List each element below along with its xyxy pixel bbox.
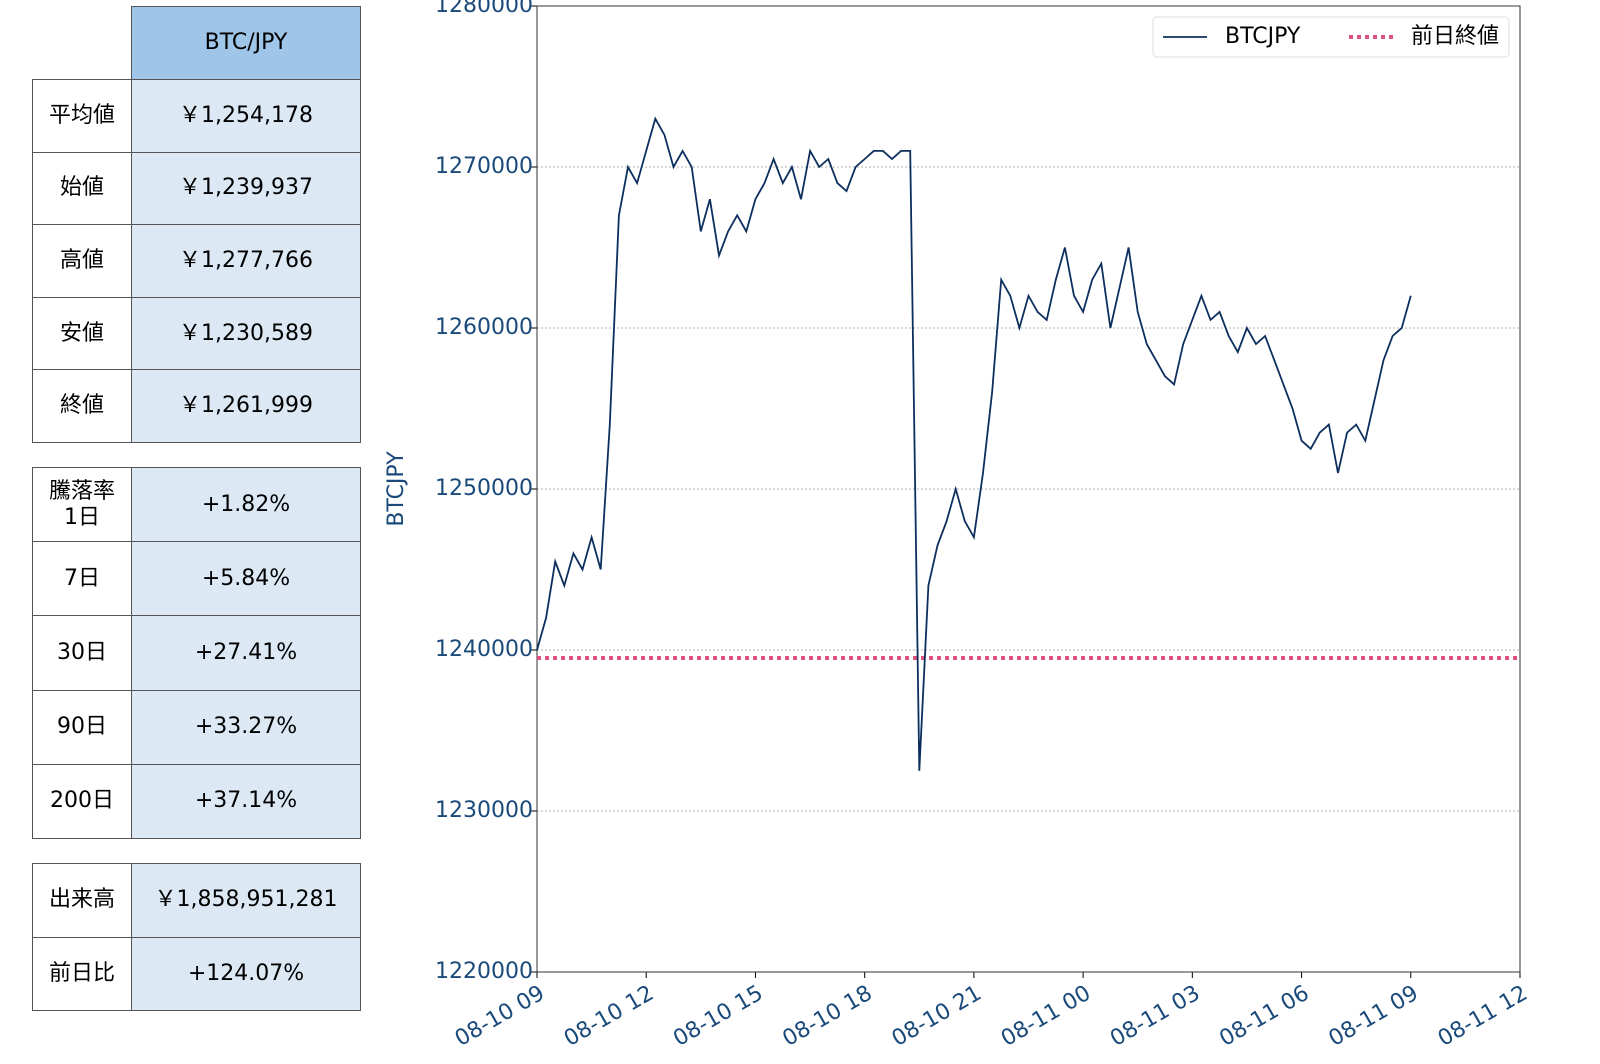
stats-table: 騰落率 1日 +1.82% 7日 +5.84% 30日 +27.41% 90日 +33.27%…: [32, 466, 361, 839]
y-tick-label: 1270000: [435, 154, 533, 179]
y-tick-label: 1260000: [435, 315, 533, 340]
y-axis-label: BTCJPY: [384, 451, 409, 527]
table-cell: 騰落率 1日: [32, 466, 132, 543]
y-tick-label: 1240000: [435, 637, 533, 662]
y-tick-label: 1220000: [435, 959, 533, 984]
table-cell: +33.27%: [131, 689, 361, 765]
x-tick-label: 08-10 09: [451, 981, 549, 1052]
table-cell: 90日: [32, 689, 132, 765]
x-tick-label: 08-11 06: [1215, 981, 1313, 1052]
plot-frame: [536, 5, 1521, 973]
y-tick-label: 1280000: [435, 0, 533, 18]
x-tick-label: 08-11 12: [1434, 981, 1532, 1052]
table-cell: 高値: [32, 224, 132, 298]
table-cell: ￥1,230,589: [131, 296, 361, 371]
table-cell: +5.84%: [131, 541, 361, 617]
table-cell: ￥1,239,937: [131, 151, 361, 226]
x-tick-label: 08-10 12: [560, 981, 658, 1052]
table-cell: BTC/JPY: [131, 6, 361, 80]
table-cell: 前日比: [32, 936, 132, 1011]
table-cell: ￥1,277,766: [131, 224, 361, 298]
table-cell: +1.82%: [131, 466, 361, 543]
x-tick-label: 08-11 03: [1106, 981, 1204, 1052]
table-cell: +37.14%: [131, 763, 361, 839]
x-tick-label: 08-10 18: [778, 981, 876, 1052]
y-tick-label: 1250000: [435, 476, 533, 501]
legend-box: [1152, 16, 1510, 58]
table-cell: 始値: [32, 151, 132, 226]
table-cell: 出来高: [32, 863, 132, 938]
table-cell: 終値: [32, 369, 132, 443]
stats-table: 出来高 ￥1,858,951,281 前日比 +124.07%: [32, 863, 361, 1011]
stats-table: BTC/JPY 平均値 ￥1,254,178 始値 ￥1,239,937 高値 ￥1,277…: [32, 6, 361, 443]
y-tick-label: 1230000: [435, 798, 533, 823]
price-line: [536, 116, 1412, 771]
table-cell: 安値: [32, 296, 132, 371]
table-cell: +124.07%: [131, 936, 361, 1011]
legend-label: 前日終値: [1411, 24, 1499, 49]
table-cell: +27.41%: [131, 615, 361, 691]
x-tick-label: 08-11 09: [1325, 981, 1423, 1052]
legend-label: BTCJPY: [1225, 24, 1301, 49]
table-cell: ￥1,261,999: [131, 369, 361, 443]
x-tick-label: 08-11 00: [997, 981, 1095, 1052]
x-tick-label: 08-10 21: [888, 981, 986, 1052]
x-tick-label: 08-10 15: [669, 981, 767, 1052]
table-cell: 200日: [32, 763, 132, 839]
